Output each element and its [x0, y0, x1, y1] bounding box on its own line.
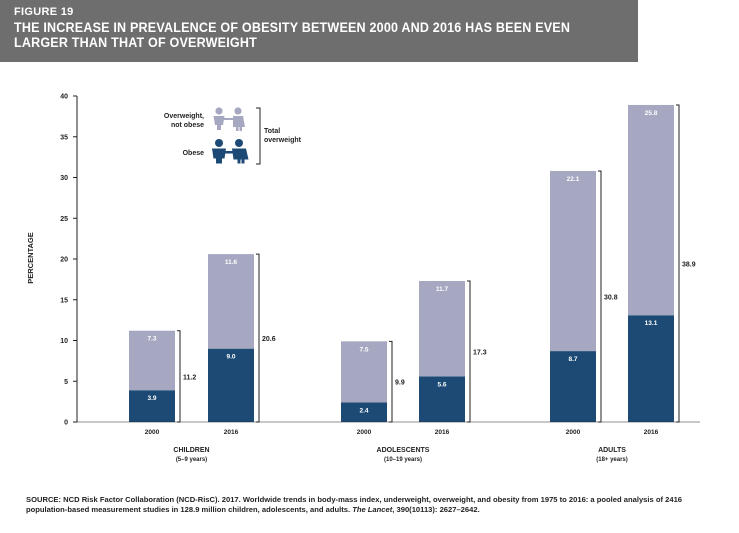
bar-obese — [341, 402, 387, 422]
data-label-overweight: 25.8 — [645, 110, 658, 117]
legend-overweight-line1: Overweight, — [164, 113, 204, 120]
bar-obese — [129, 390, 175, 422]
y-tick-label: 35 — [60, 134, 68, 141]
data-label-obese: 2.4 — [359, 407, 368, 414]
stacked-bar-chart: 0 5 10 15 20 25 30 35 40 PERCENTAGE 3.9 7.3 11.2 9.… — [26, 94, 700, 463]
source-note: SOURCE: NCD Risk Factor Collaboration (N… — [26, 495, 716, 515]
group-sublabel: (10–19 years) — [384, 457, 422, 463]
source-citation: , 390(10113): 2627–2642. — [392, 505, 480, 514]
data-label-obese: 13.1 — [645, 320, 658, 327]
bar-overweight — [129, 330, 175, 391]
legend-obese: Obese — [183, 150, 205, 157]
people-icon — [212, 139, 249, 164]
data-label-obese: 3.9 — [147, 395, 156, 402]
x-tick-label: 2016 — [435, 429, 450, 436]
source-text: SOURCE: NCD Risk Factor Collaboration (N… — [26, 495, 683, 514]
data-label-obese: 8.7 — [568, 356, 577, 363]
y-tick-label: 25 — [60, 216, 68, 223]
total-bracket — [676, 104, 680, 423]
data-label-overweight: 22.1 — [567, 176, 580, 183]
bar-overweight — [550, 170, 596, 352]
legend-bracket — [256, 107, 261, 165]
y-tick-label: 10 — [60, 338, 68, 345]
bar-obese — [550, 351, 596, 422]
total-bracket — [598, 170, 602, 423]
bars: 3.9 7.3 11.2 9.0 11.6 20.6 2.4 7.5 9.9 5.6 11.7 17.… — [77, 104, 700, 423]
y-tick-label: 5 — [64, 379, 68, 386]
bar-obese — [419, 376, 465, 422]
data-label-total: 17.3 — [473, 350, 487, 357]
y-tick-label: 40 — [60, 94, 68, 101]
total-bracket — [256, 253, 260, 423]
data-label-total: 30.8 — [604, 294, 618, 301]
bar-obese — [628, 315, 674, 422]
bar-overweight — [208, 254, 254, 349]
people-icon — [213, 107, 245, 131]
data-label-obese: 5.6 — [437, 381, 446, 388]
data-label-obese: 9.0 — [226, 354, 235, 361]
x-tick-label: 2000 — [566, 429, 581, 436]
group-label: ADULTS — [598, 447, 626, 454]
source-journal: The Lancet — [352, 505, 393, 514]
y-tick-label: 0 — [64, 420, 68, 427]
data-label-total: 20.6 — [262, 336, 276, 343]
data-label-total: 38.9 — [682, 261, 696, 268]
x-tick-label: 2016 — [224, 429, 239, 436]
data-label-overweight: 11.6 — [225, 259, 238, 266]
y-tick-label: 30 — [60, 175, 68, 182]
x-tick-label: 2000 — [357, 429, 372, 436]
figure-number: FIGURE 19 — [14, 6, 74, 18]
total-bracket — [389, 340, 393, 423]
legend-overweight-line2: not obese — [171, 122, 204, 129]
figure-header: FIGURE 19 THE INCREASE IN PREVALENCE OF … — [0, 0, 638, 62]
legend: Overweight, not obese Obese Total overwe… — [164, 107, 302, 165]
data-label-overweight: 11.7 — [436, 286, 449, 293]
total-bracket — [177, 330, 181, 423]
y-tick-label: 20 — [60, 257, 68, 264]
data-label-overweight: 7.5 — [359, 346, 368, 353]
group-sublabel: (5–9 years) — [176, 457, 207, 463]
y-tick-label: 15 — [60, 297, 68, 304]
data-label-overweight: 7.3 — [147, 336, 156, 343]
x-tick-label: 2016 — [644, 429, 659, 436]
bar-obese — [208, 348, 254, 422]
y-axis: 0 5 10 15 20 25 30 35 40 — [60, 94, 78, 427]
group-label: CHILDREN — [173, 447, 209, 454]
legend-total-line2: overweight — [264, 137, 302, 144]
data-label-total: 11.2 — [183, 374, 196, 381]
total-bracket — [467, 280, 471, 423]
legend-total-line1: Total — [264, 128, 280, 135]
bar-overweight — [419, 281, 465, 377]
x-tick-label: 2000 — [145, 429, 160, 436]
figure-title: THE INCREASE IN PREVALENCE OF OBESITY BE… — [14, 20, 571, 50]
y-axis-label: PERCENTAGE — [26, 232, 35, 284]
data-label-total: 9.9 — [395, 380, 405, 387]
bar-overweight — [341, 341, 387, 403]
group-label: ADOLESCENTS — [377, 447, 430, 454]
group-sublabel: (18+ years) — [596, 457, 628, 463]
x-axis-labels: 2000 2016 CHILDREN (5–9 years) 2000 2016 ADOLE… — [145, 429, 659, 463]
bar-overweight — [628, 104, 674, 316]
